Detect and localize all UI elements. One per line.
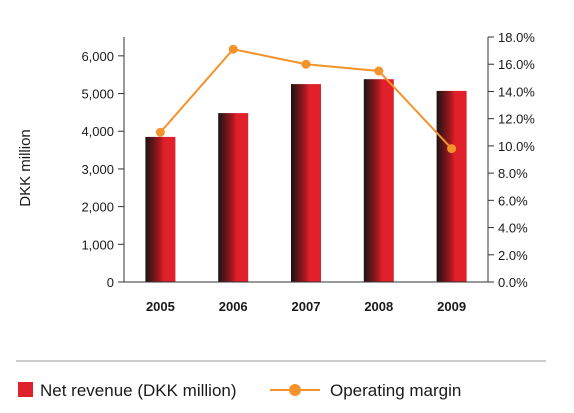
operating-margin-point-2009 xyxy=(447,144,457,154)
left-tick-label: 5,000 xyxy=(81,87,114,102)
right-tick-label: 6.0% xyxy=(498,193,528,208)
left-tick-label: 1,000 xyxy=(81,237,114,252)
legend-swatch-net-revenue xyxy=(18,382,33,397)
bar-2008 xyxy=(363,79,394,282)
x-tick-label: 2005 xyxy=(146,299,175,314)
operating-margin-point-2005 xyxy=(155,127,165,137)
right-tick-label: 14.0% xyxy=(498,84,535,99)
bar-series xyxy=(145,79,467,283)
x-tick-label: 2006 xyxy=(219,299,248,314)
right-tick-label: 8.0% xyxy=(498,166,528,181)
left-tick-label: 6,000 xyxy=(81,49,114,64)
bar-2007 xyxy=(291,84,321,282)
operating-margin-point-2008 xyxy=(374,66,384,76)
x-tick-label: 2007 xyxy=(292,299,321,314)
left-tick-label: 2,000 xyxy=(81,200,114,215)
x-tick-label: 2009 xyxy=(437,299,466,314)
bar-2009 xyxy=(436,90,467,283)
legend: Net revenue (DKK million) Operating marg… xyxy=(18,381,461,400)
left-tick-label: 3,000 xyxy=(81,162,114,177)
right-tick-label: 2.0% xyxy=(498,248,528,263)
right-tick-label: 12.0% xyxy=(498,112,535,127)
left-tick-label: 0 xyxy=(107,275,114,290)
operating-margin-point-2006 xyxy=(228,44,238,54)
left-y-ticks: 0 1,000 2,000 3,000 4,000 5,000 6,000 xyxy=(81,49,124,290)
right-tick-label: 16.0% xyxy=(498,57,535,72)
x-tick-label: 2008 xyxy=(364,299,393,314)
left-tick-label: 4,000 xyxy=(81,124,114,139)
right-tick-label: 4.0% xyxy=(498,221,528,236)
bar-2005 xyxy=(145,136,176,282)
line-series xyxy=(155,44,457,154)
bar-2006 xyxy=(218,113,249,282)
right-tick-label: 0.0% xyxy=(498,275,528,290)
operating-margin-point-2007 xyxy=(301,59,311,69)
legend-marker-operating-margin xyxy=(289,384,301,396)
x-tick-labels: 2005 2006 2007 2008 2009 xyxy=(146,299,466,314)
right-tick-label: 18.0% xyxy=(498,30,535,45)
legend-label-operating-margin: Operating margin xyxy=(330,381,461,400)
legend-label-net-revenue: Net revenue (DKK million) xyxy=(40,381,237,400)
right-y-ticks: 0.0% 2.0% 4.0% 6.0% 8.0% 10.0% 12.0% 14.0% 16.0%… xyxy=(488,30,535,290)
right-tick-label: 10.0% xyxy=(498,139,535,154)
axes xyxy=(123,37,489,283)
y-axis-title: DKK million xyxy=(17,129,34,207)
